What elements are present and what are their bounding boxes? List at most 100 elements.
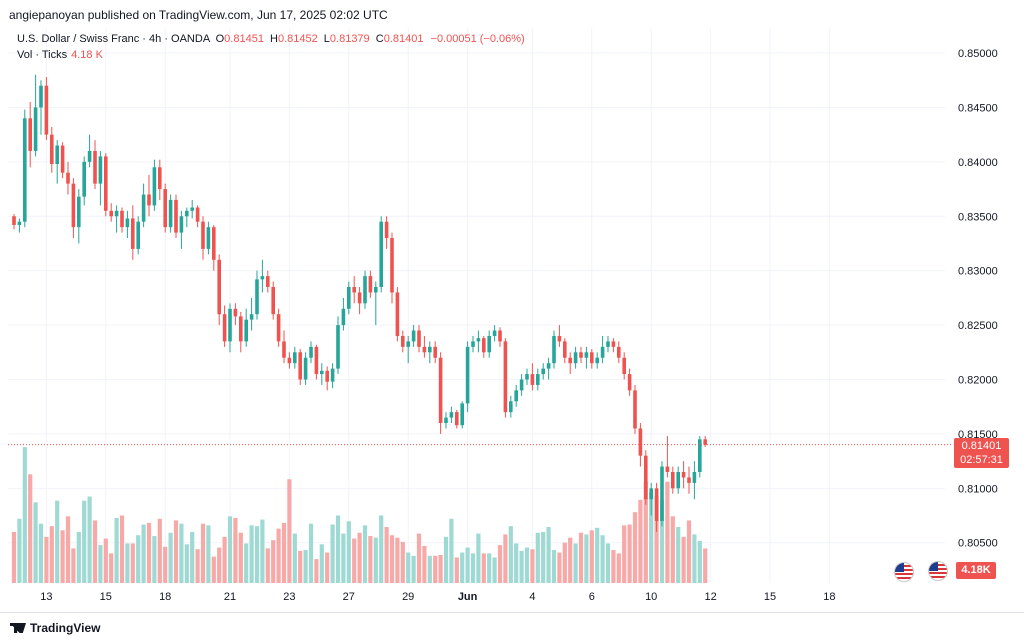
x-tick-label: Jun [458,591,478,603]
volume-bar [395,537,400,583]
volume-bar [28,474,33,583]
candle-body [503,341,508,413]
candle-body [368,276,373,293]
candle-body [17,221,22,225]
candle-body [93,150,97,184]
volume-bar [173,520,179,583]
volume-bar [168,532,173,583]
volume-bar [298,550,303,583]
high-label: H [270,33,278,45]
candle-body [293,352,297,364]
candle-body [622,357,626,375]
candle-body [611,341,616,347]
candle-body [44,85,49,135]
candle-body [590,352,594,364]
volume-bar [71,548,76,583]
brand-name: TradingView [30,621,101,635]
candle-body [39,85,43,108]
volume-bar [103,538,108,583]
y-tick-label: 0.82000 [958,375,998,387]
volume-bar [222,536,227,583]
y-tick-label: 0.83000 [958,266,998,278]
volume-badge: 4.18K [956,562,996,579]
candle-body [352,287,356,293]
volume-bar [508,526,513,583]
volume-bar [357,532,362,583]
candle-body [606,341,610,347]
volume-bar [82,500,87,583]
x-tick-label: 23 [283,591,295,603]
volume-bar [11,531,17,583]
volume-bar [109,553,114,583]
y-tick-label: 0.84500 [958,102,998,114]
x-tick-label: 15 [764,591,776,603]
volume-bar [616,553,621,583]
candle-body [23,118,27,222]
volume-bar [622,525,627,583]
candle-body [320,370,324,375]
candle-body [492,330,497,336]
x-tick-label: 10 [645,591,657,603]
candle-body [692,472,697,483]
volume-bar [335,515,341,583]
volume-bar [362,525,368,583]
candle-body [584,352,589,358]
candle-body [638,428,643,456]
volume-value: 4.18 K [71,49,103,61]
volume-bar [406,552,411,583]
candle-body [681,472,686,478]
volume-bar [190,531,195,583]
volume-bar [541,531,546,583]
volume-bar [476,533,481,583]
volume-bar [157,518,162,583]
us-flag-icon[interactable] [928,561,948,581]
candle-body [509,401,513,413]
candle-body [649,488,653,500]
footer-bar: TradingView [0,612,1024,643]
candle-body [568,357,572,364]
volume-bar [292,533,297,583]
last-price-badge: 0.81401 02:57:31 [954,438,1009,468]
candle-body [536,374,540,385]
us-flag-icon[interactable] [894,562,914,582]
candle-body [563,341,567,358]
candle-body [363,276,367,304]
candle-body [401,335,405,347]
volume-bar [584,534,589,583]
candle-body [60,145,65,173]
volume-bar [206,525,211,583]
volume-bar [514,543,519,583]
volume-bar [487,553,492,583]
candle-body [222,314,227,342]
volume-bar [136,535,141,583]
candle-body [158,167,162,190]
volume-bar [627,524,632,583]
low-label: L [323,33,330,45]
volume-bar [578,532,584,583]
volume-label: Vol · Ticks [17,49,68,61]
candle-body [476,338,481,342]
volume-bar [670,516,675,583]
candle-body [303,357,308,380]
tradingview-logo[interactable]: TradingView [10,621,100,635]
candle-body [411,330,416,342]
candle-body [676,472,680,489]
x-tick-label: 18 [159,591,171,603]
candle-body [390,238,394,293]
candle-body [66,172,70,184]
volume-bar [17,518,22,583]
volume-bar [314,559,319,583]
volume-bar [481,553,486,583]
volume-bar [562,542,567,583]
candle-body [152,167,157,206]
candle-body [82,161,86,197]
volume-bar [530,549,535,583]
volume-bar [568,537,573,583]
candle-body [698,439,702,472]
volume-bar [600,535,605,583]
volume-bar [98,545,103,583]
volume-bar [551,550,557,583]
x-tick-label: 4 [529,591,535,603]
